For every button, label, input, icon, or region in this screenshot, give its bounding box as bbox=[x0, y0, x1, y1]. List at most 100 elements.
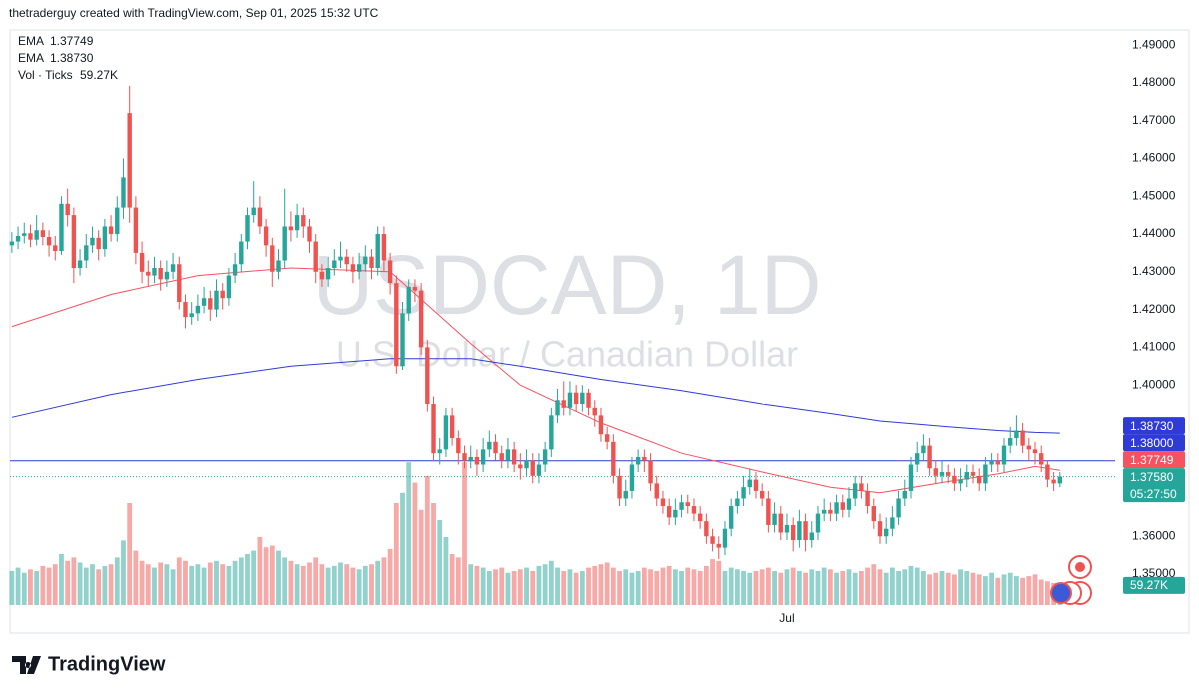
volume-bar bbox=[71, 557, 77, 605]
volume-bar bbox=[871, 564, 877, 605]
volume-bar bbox=[139, 560, 145, 605]
candle-body bbox=[728, 506, 734, 529]
candle-body bbox=[840, 502, 845, 510]
volume-bar bbox=[927, 574, 932, 605]
candle-body bbox=[189, 313, 194, 318]
volume-bar bbox=[189, 565, 195, 605]
volume-bar bbox=[834, 572, 839, 605]
candle-body bbox=[301, 215, 306, 227]
y-tick-label: 1.44000 bbox=[1132, 226, 1176, 240]
candle-body bbox=[412, 286, 418, 291]
candle-body bbox=[102, 226, 108, 250]
volume-bar bbox=[121, 540, 126, 605]
candle-body bbox=[989, 460, 994, 465]
candle-body bbox=[536, 464, 542, 476]
candle-body bbox=[1039, 453, 1044, 465]
volume-bar bbox=[641, 567, 647, 605]
volume-bar bbox=[455, 557, 461, 605]
brand: TradingView bbox=[12, 653, 166, 675]
volume-bar bbox=[530, 571, 536, 605]
volume-bar bbox=[803, 572, 808, 605]
plot bbox=[9, 85, 1115, 605]
legend-value: 59.27K bbox=[80, 68, 118, 82]
candle-body bbox=[945, 472, 951, 476]
candle-body bbox=[759, 490, 765, 499]
volume-bar bbox=[561, 571, 567, 605]
candle-body bbox=[846, 498, 852, 510]
legend-name: EMA bbox=[18, 51, 44, 65]
flag-icon bbox=[1075, 562, 1085, 572]
volume-bar bbox=[852, 572, 858, 605]
volume-bar bbox=[362, 565, 368, 605]
candle-body bbox=[933, 468, 938, 476]
y-tick-label: 1.46000 bbox=[1132, 151, 1176, 165]
candle-body bbox=[9, 241, 15, 246]
brand-logo bbox=[12, 656, 41, 674]
candle-body bbox=[1057, 476, 1063, 484]
volume-bar bbox=[238, 557, 244, 605]
candle-body bbox=[896, 498, 901, 518]
volume-badge-label: 59.27K bbox=[1130, 578, 1168, 592]
candle-body bbox=[648, 460, 653, 484]
volume-bar bbox=[158, 562, 164, 605]
candle-body bbox=[970, 472, 976, 476]
volume-bar bbox=[232, 560, 238, 605]
candle-body bbox=[406, 286, 411, 314]
volume-bar bbox=[840, 571, 846, 605]
candle-body bbox=[152, 268, 157, 276]
candle-body bbox=[456, 438, 461, 454]
volume-bar bbox=[1020, 577, 1026, 605]
volume-bar bbox=[269, 545, 275, 605]
volume-bar bbox=[393, 503, 399, 605]
volume-bar bbox=[964, 571, 970, 605]
candle-body bbox=[53, 245, 58, 252]
candle-body bbox=[1001, 445, 1007, 465]
y-tick-label: 1.41000 bbox=[1132, 340, 1176, 354]
volume-bar bbox=[1032, 574, 1038, 605]
volume-bar bbox=[325, 567, 331, 605]
volume-bar bbox=[331, 565, 337, 605]
volume-bar bbox=[666, 565, 672, 605]
volume-bar bbox=[108, 564, 114, 605]
candle-body bbox=[338, 256, 343, 261]
attribution: thetraderguy created with TradingView.co… bbox=[9, 6, 379, 20]
candle-body bbox=[580, 392, 585, 405]
candle-body bbox=[65, 203, 70, 216]
volume-bar bbox=[542, 564, 548, 605]
volume-bar bbox=[493, 569, 498, 605]
volume-bar bbox=[685, 567, 691, 605]
candle-body bbox=[828, 509, 833, 514]
brand-name: TradingView bbox=[48, 653, 166, 675]
volume-bar bbox=[846, 569, 852, 605]
candle-body bbox=[263, 226, 269, 246]
candle-body bbox=[158, 268, 163, 280]
volume-bar bbox=[263, 547, 269, 605]
candle-body bbox=[852, 483, 858, 499]
volume-bar bbox=[629, 572, 635, 605]
candle-body bbox=[319, 271, 325, 280]
candle-body bbox=[555, 400, 560, 416]
y-tick-label: 1.42000 bbox=[1132, 302, 1176, 316]
candle-body bbox=[958, 479, 963, 484]
volume-bar bbox=[226, 565, 232, 605]
candle-body bbox=[499, 453, 504, 461]
volume-bar bbox=[958, 569, 963, 605]
candle-body bbox=[449, 415, 455, 439]
price-badge-label: 1.37580 bbox=[1130, 470, 1174, 484]
candle-body bbox=[518, 464, 523, 469]
volume-bar bbox=[691, 569, 697, 605]
candle-body bbox=[282, 226, 287, 261]
volume-bar bbox=[759, 569, 765, 605]
watermark-subtitle: U.S. Dollar / Canadian Dollar bbox=[336, 334, 798, 375]
volume-bar bbox=[902, 569, 908, 605]
candle-body bbox=[1014, 430, 1019, 439]
candle-body bbox=[716, 543, 721, 548]
candle-body bbox=[977, 475, 982, 484]
flag-icons bbox=[1050, 555, 1092, 605]
candle-body bbox=[121, 177, 126, 208]
volume-bar bbox=[282, 557, 288, 605]
price-badge-label: 1.38730 bbox=[1130, 419, 1174, 433]
candle-body bbox=[474, 456, 480, 465]
candle-body bbox=[890, 517, 895, 529]
